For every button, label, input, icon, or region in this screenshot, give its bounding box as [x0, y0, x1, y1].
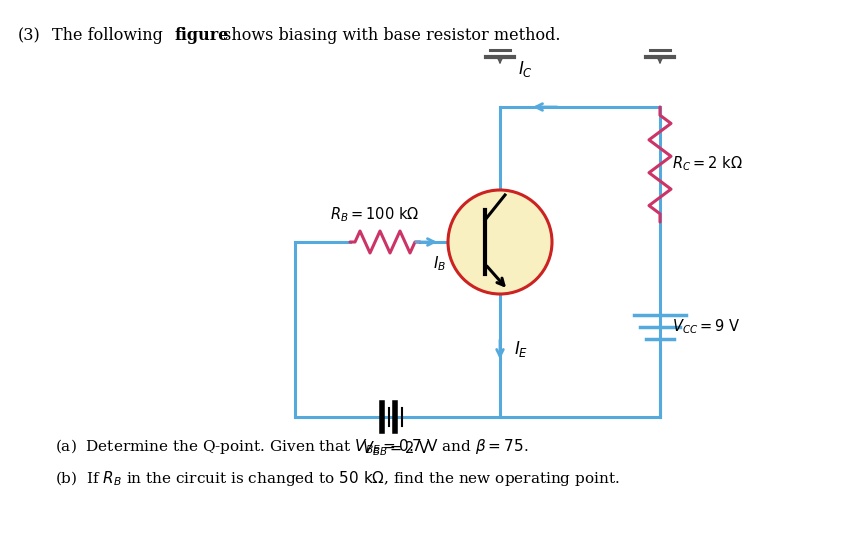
Text: The following: The following	[52, 27, 168, 44]
Text: $R_B = 100\ \mathrm{k\Omega}$: $R_B = 100\ \mathrm{k\Omega}$	[330, 205, 420, 224]
Text: $V_{BB}= 2\ \mathrm{V}$: $V_{BB}= 2\ \mathrm{V}$	[362, 439, 430, 458]
Text: (b)  If $R_B$ in the circuit is changed to $50\ \mathrm{k\Omega}$, find the new : (b) If $R_B$ in the circuit is changed t…	[55, 469, 620, 488]
Text: $V_{CC}= 9\ \mathrm{V}$: $V_{CC}= 9\ \mathrm{V}$	[672, 318, 740, 336]
Text: $I_B$: $I_B$	[433, 254, 447, 273]
Text: $I_C$: $I_C$	[518, 59, 533, 79]
Text: $I_E$: $I_E$	[514, 339, 528, 359]
Text: $R_C = 2\ \mathrm{k\Omega}$: $R_C = 2\ \mathrm{k\Omega}$	[672, 155, 743, 173]
Text: shows biasing with base resistor method.: shows biasing with base resistor method.	[218, 27, 560, 44]
Text: (a)  Determine the Q-point. Given that $V_{BE} = 0.7\ \mathrm{V}$ and $\beta = 7: (a) Determine the Q-point. Given that $V…	[55, 437, 529, 456]
Circle shape	[448, 190, 552, 294]
Text: (3): (3)	[18, 27, 41, 44]
Text: figure: figure	[175, 27, 230, 44]
